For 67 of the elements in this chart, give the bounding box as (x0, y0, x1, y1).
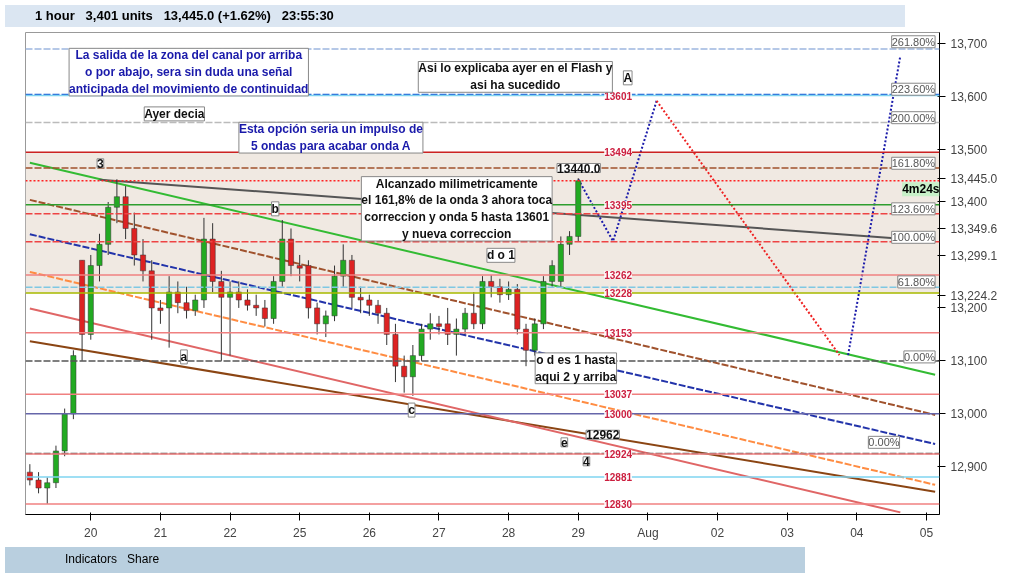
annotation: 12962 (586, 428, 620, 443)
x-tick-label: 04 (850, 525, 864, 540)
y-tick-label: 13,445.0 (950, 171, 998, 186)
text: 1 hour (35, 8, 75, 23)
annotation: 3 (97, 156, 105, 171)
annotation: o d es 1 hasta aqui 2 y arriba (535, 352, 617, 384)
text: Share (127, 552, 160, 566)
x-tick-label: 21 (153, 525, 168, 540)
ref-line-label: 12924 (604, 449, 633, 461)
x-tick-label: 27 (432, 525, 446, 540)
ref-line-label: 13262 (604, 270, 633, 282)
annotation: 223.60% (891, 83, 936, 96)
annotation: b (271, 201, 279, 216)
text: 13,445.0 (+1.62%) (163, 8, 271, 23)
annotation: 4 (583, 454, 591, 469)
text: 3,401 units (85, 8, 153, 23)
x-tick-label: 26 (362, 525, 377, 540)
ref-line-label: 13037 (604, 389, 633, 401)
text: 23:55:30 (281, 8, 334, 23)
y-tick-label: 12,900 (950, 460, 988, 475)
annotation: 123.60% (891, 202, 936, 215)
ref-line-label: 13395 (604, 199, 633, 211)
y-tick-label: 13,700 (950, 36, 988, 51)
x-tick-label: 02 (710, 525, 725, 540)
annotation: a (180, 349, 188, 364)
annotation: 261.80% (891, 35, 936, 48)
y-tick-label: 13,500 (950, 142, 988, 157)
y-tick-label: 13,400 (950, 195, 988, 210)
annotation: 61.80% (897, 275, 936, 288)
annotation: 13440.0 (557, 161, 601, 176)
annotation: 4m24s (902, 182, 940, 197)
y-tick-label: 13,224.2 (950, 288, 998, 303)
annotation: 100.00% (891, 231, 936, 244)
ref-line-label: 13494 (604, 147, 633, 159)
ref-line-label: 13000 (604, 408, 633, 420)
ref-line-label: 13153 (604, 327, 633, 339)
ref-line-label: 13601 (604, 90, 633, 102)
annotation: Asi lo explicaba ayer en el Flash y asi ha sucedido (418, 61, 613, 93)
y-tick-label: 13,000 (950, 407, 988, 422)
x-tick-label: 25 (293, 525, 307, 540)
annotation: d o 1 (486, 248, 516, 263)
ref-line-label: 12830 (604, 498, 633, 510)
x-tick-label: 29 (571, 525, 586, 540)
text: Indicators (65, 552, 118, 566)
x-tick-label: 05 (919, 525, 934, 540)
y-tick-label: 13,100 (950, 354, 988, 369)
y-tick-label: 13,600 (950, 89, 988, 104)
x-tick-label: 22 (223, 525, 238, 540)
ref-line-label: 13228 (604, 288, 633, 300)
annotation: Alcanzado milimetricamente el 161,8% de la onda 3 ahora toca correccion y onda 5 hasta 13601 y nueva correccion (361, 176, 553, 242)
annotation: 0.00% (903, 350, 936, 363)
x-tick-label: 20 (84, 525, 98, 540)
annotation: 161.80% (891, 157, 936, 170)
ref-line-label: 12881 (604, 471, 633, 483)
x-tick-label: 28 (501, 525, 516, 540)
annotation: Esta opción seria un impulso de 5 ondas para acabar onda A (238, 122, 424, 154)
y-tick-label: 13,299.1 (950, 248, 998, 263)
annotation: A (623, 70, 633, 85)
annotation: La salida de la zona del canal por arriba o por abajo, sera sin duda una señal anticipada del movimiento de continuidad (69, 48, 309, 96)
annotation: Ayer decia (144, 106, 205, 121)
y-tick-label: 13,200 (950, 301, 988, 316)
x-tick-label: Aug (637, 525, 659, 540)
annotation: 200.00% (891, 111, 936, 124)
y-tick-label: 13,349.6 (950, 222, 998, 237)
x-tick-label: 03 (780, 525, 795, 540)
annotation: c (408, 403, 416, 418)
annotation: e (560, 435, 568, 450)
